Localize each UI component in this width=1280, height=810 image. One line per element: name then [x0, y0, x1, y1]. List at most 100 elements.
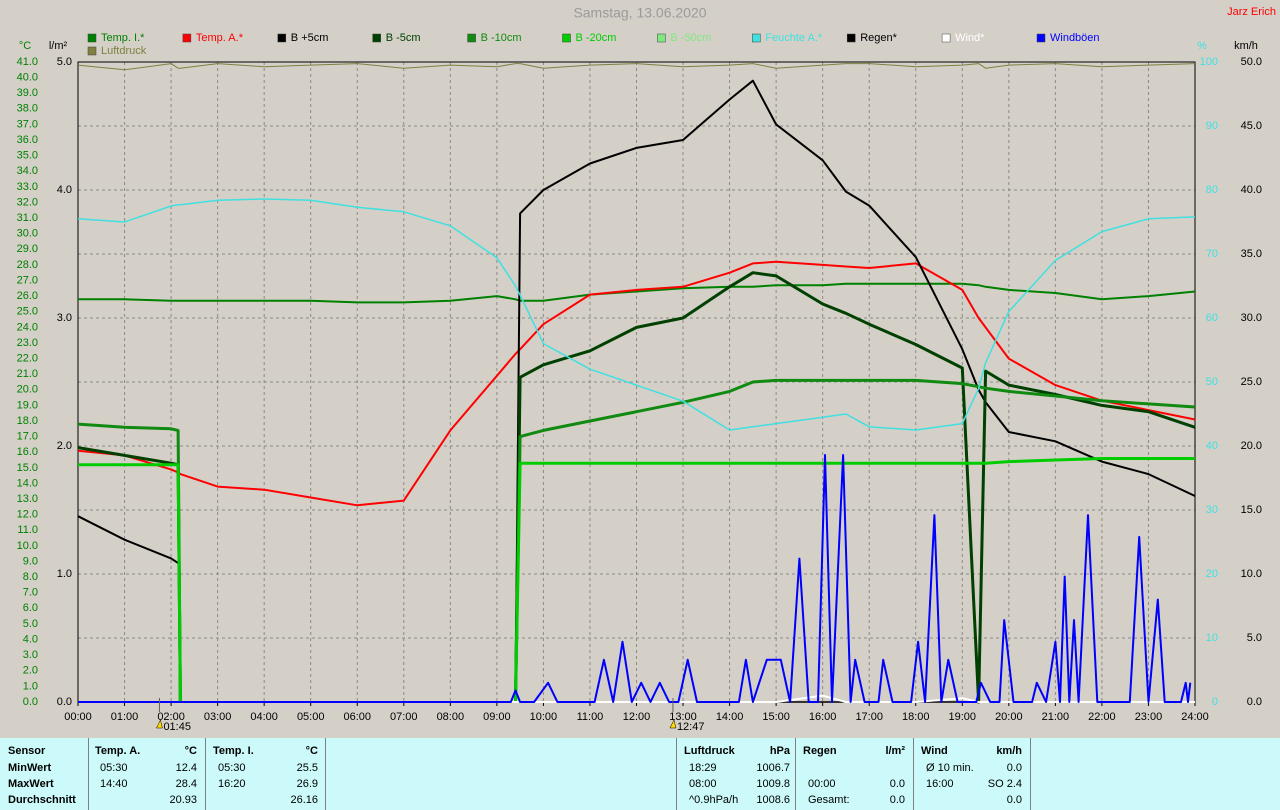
y3-tick-label: 1.0	[57, 568, 72, 580]
stat-value: 1008.6	[756, 794, 790, 806]
block-unit: hPa	[769, 745, 790, 757]
x-tick-label: 16:00	[809, 711, 837, 723]
y4-tick-label: 50.0	[1241, 56, 1262, 68]
stat-value: 20.93	[169, 794, 197, 806]
legend-label: Temp. I.*	[101, 32, 145, 44]
y-tick-label: 38.0	[17, 103, 38, 115]
y-tick-label: 6.0	[23, 602, 38, 614]
separator	[1030, 738, 1031, 810]
stat-value: SO 2.4	[987, 778, 1022, 790]
y3-tick-label: 2.0	[57, 440, 72, 452]
y2-tick-label: 90	[1206, 120, 1218, 132]
x-tick-label: 11:00	[577, 711, 604, 723]
y-tick-label: 8.0	[23, 571, 38, 583]
legend-swatch	[657, 33, 666, 43]
y-unit: °C	[19, 40, 31, 52]
legend-swatch	[87, 46, 97, 56]
y-tick-label: 7.0	[23, 587, 38, 599]
block-unit: °C	[305, 745, 318, 757]
series-line	[77, 63, 1196, 71]
block-name: Luftdruck	[684, 745, 735, 757]
stat-time: 14:40	[100, 778, 128, 790]
series-line	[78, 454, 1192, 703]
y-tick-label: 14.0	[17, 477, 38, 489]
y-tick-label: 21.0	[17, 368, 38, 380]
y-tick-label: 40.0	[17, 72, 38, 84]
legend-swatch	[562, 33, 571, 43]
y-tick-label: 16.0	[17, 446, 38, 458]
block-name: Wind	[921, 745, 948, 757]
stat-value: 26.9	[296, 778, 318, 790]
legend-swatch	[752, 33, 761, 43]
stat-value: 26.16	[290, 794, 318, 806]
x-tick-label: 05:00	[297, 711, 325, 723]
y3-tick-label: 5.0	[57, 56, 72, 68]
y-tick-label: 32.0	[17, 196, 38, 208]
x-tick-label: 20:00	[995, 711, 1023, 723]
y-tick-label: 11.0	[17, 524, 38, 536]
series-line	[77, 79, 1196, 703]
legend-label: Windböen	[1050, 32, 1100, 44]
y-tick-label: 39.0	[17, 87, 38, 99]
y-tick-label: 19.0	[17, 399, 38, 411]
separator	[795, 738, 796, 810]
stat-value: 1009.8	[756, 778, 790, 790]
y-tick-label: 9.0	[23, 555, 38, 567]
y4-tick-label: 15.0	[1241, 504, 1262, 516]
y-tick-label: 12.0	[17, 509, 38, 521]
y3-tick-label: 0.0	[57, 696, 72, 708]
x-tick-label: 14:00	[716, 711, 744, 723]
legend-label: Temp. A.*	[196, 32, 244, 44]
y3-tick-label: 3.0	[57, 312, 72, 324]
y-tick-label: 24.0	[17, 321, 38, 333]
y-tick-label: 2.0	[23, 665, 38, 677]
series-line	[78, 457, 1195, 703]
legend-label: Regen*	[860, 32, 897, 44]
y-tick-label: 23.0	[17, 337, 38, 349]
block-name: Temp. I.	[213, 745, 254, 757]
stats-panel: Sensor MinWert MaxWert Durchschnitt Temp. A.…	[0, 738, 1280, 810]
y-tick-label: 13.0	[17, 493, 38, 505]
separator	[325, 738, 326, 810]
block-unit: km/h	[996, 745, 1022, 757]
x-tick-label: 10:00	[530, 711, 558, 723]
legend-swatch	[87, 33, 97, 43]
y2-tick-label: 0	[1212, 696, 1218, 708]
y4-tick-label: 25.0	[1241, 376, 1262, 388]
y4-tick-label: 0.0	[1247, 696, 1262, 708]
stat-value: 25.5	[296, 762, 318, 774]
y-tick-label: 26.0	[17, 290, 38, 302]
legend-swatch	[1036, 33, 1046, 43]
annotation-label: 01:45	[163, 721, 191, 733]
x-tick-label: 17:00	[855, 711, 883, 723]
x-tick-label: 18:00	[902, 711, 930, 723]
y-tick-label: 4.0	[23, 633, 38, 645]
y4-unit: km/h	[1234, 40, 1258, 52]
y2-tick-label: 20	[1206, 568, 1218, 580]
y3-tick-label: 4.0	[57, 184, 72, 196]
y2-tick-label: 100	[1200, 56, 1218, 68]
stat-time: 05:30	[218, 762, 246, 774]
y-tick-label: 34.0	[17, 165, 38, 177]
annotation-icon	[669, 719, 677, 729]
x-tick-label: 00:00	[64, 711, 92, 723]
y2-tick-label: 70	[1206, 248, 1218, 260]
legend-label: B -5cm	[386, 32, 421, 44]
x-tick-label: 23:00	[1135, 711, 1163, 723]
series-line	[78, 282, 1196, 304]
y-tick-label: 35.0	[17, 150, 38, 162]
x-tick-label: 24:00	[1181, 711, 1209, 723]
separator	[88, 738, 89, 810]
chart-title: Samstag, 13.06.2020	[573, 5, 706, 21]
series-line	[77, 260, 1196, 507]
y-tick-label: 25.0	[17, 306, 38, 318]
y2-tick-label: 10	[1206, 632, 1218, 644]
block-name: Temp. A.	[95, 745, 141, 757]
y-tick-label: 28.0	[17, 259, 38, 271]
stat-time: 08:00	[689, 778, 717, 790]
x-tick-label: 15:00	[762, 711, 790, 723]
y-tick-label: 31.0	[17, 212, 38, 224]
x-tick-label: 01:00	[111, 711, 139, 723]
x-tick-label: 22:00	[1088, 711, 1116, 723]
